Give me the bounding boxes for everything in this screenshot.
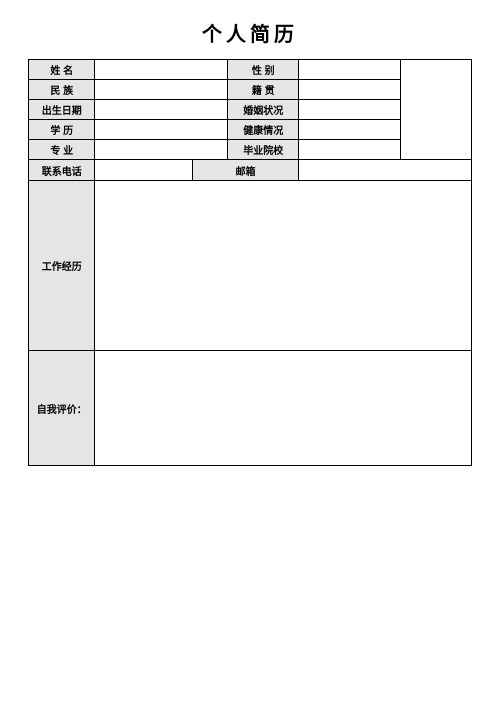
value-native-place (299, 80, 401, 100)
value-self-eval (95, 351, 472, 466)
label-ethnicity: 民 族 (29, 80, 95, 100)
value-name (95, 60, 228, 80)
value-marital (299, 100, 401, 120)
label-health: 健康情况 (228, 120, 299, 140)
value-education (95, 120, 228, 140)
label-school: 毕业院校 (228, 140, 299, 160)
value-gender (299, 60, 401, 80)
photo-cell (401, 60, 472, 160)
label-work-history: 工作经历 (29, 181, 95, 351)
value-birth-date (95, 100, 228, 120)
value-work-history (95, 181, 472, 351)
label-birth-date: 出生日期 (29, 100, 95, 120)
label-name: 姓 名 (29, 60, 95, 80)
label-education: 学 历 (29, 120, 95, 140)
label-self-eval: 自我评价： (29, 351, 95, 466)
label-phone: 联系电话 (29, 160, 95, 181)
label-email: 邮箱 (192, 160, 298, 181)
value-health (299, 120, 401, 140)
page-title: 个人简历 (28, 18, 472, 47)
label-native-place: 籍 贯 (228, 80, 299, 100)
value-ethnicity (95, 80, 228, 100)
value-school (299, 140, 401, 160)
label-marital: 婚姻状况 (228, 100, 299, 120)
label-major: 专 业 (29, 140, 95, 160)
value-email (299, 160, 472, 181)
value-major (95, 140, 228, 160)
label-gender: 性 别 (228, 60, 299, 80)
value-phone (95, 160, 192, 181)
resume-table: 姓 名 性 别 民 族 籍 贯 出生日期 婚姻状况 学 历 健康情况 专 业 毕… (28, 59, 472, 466)
